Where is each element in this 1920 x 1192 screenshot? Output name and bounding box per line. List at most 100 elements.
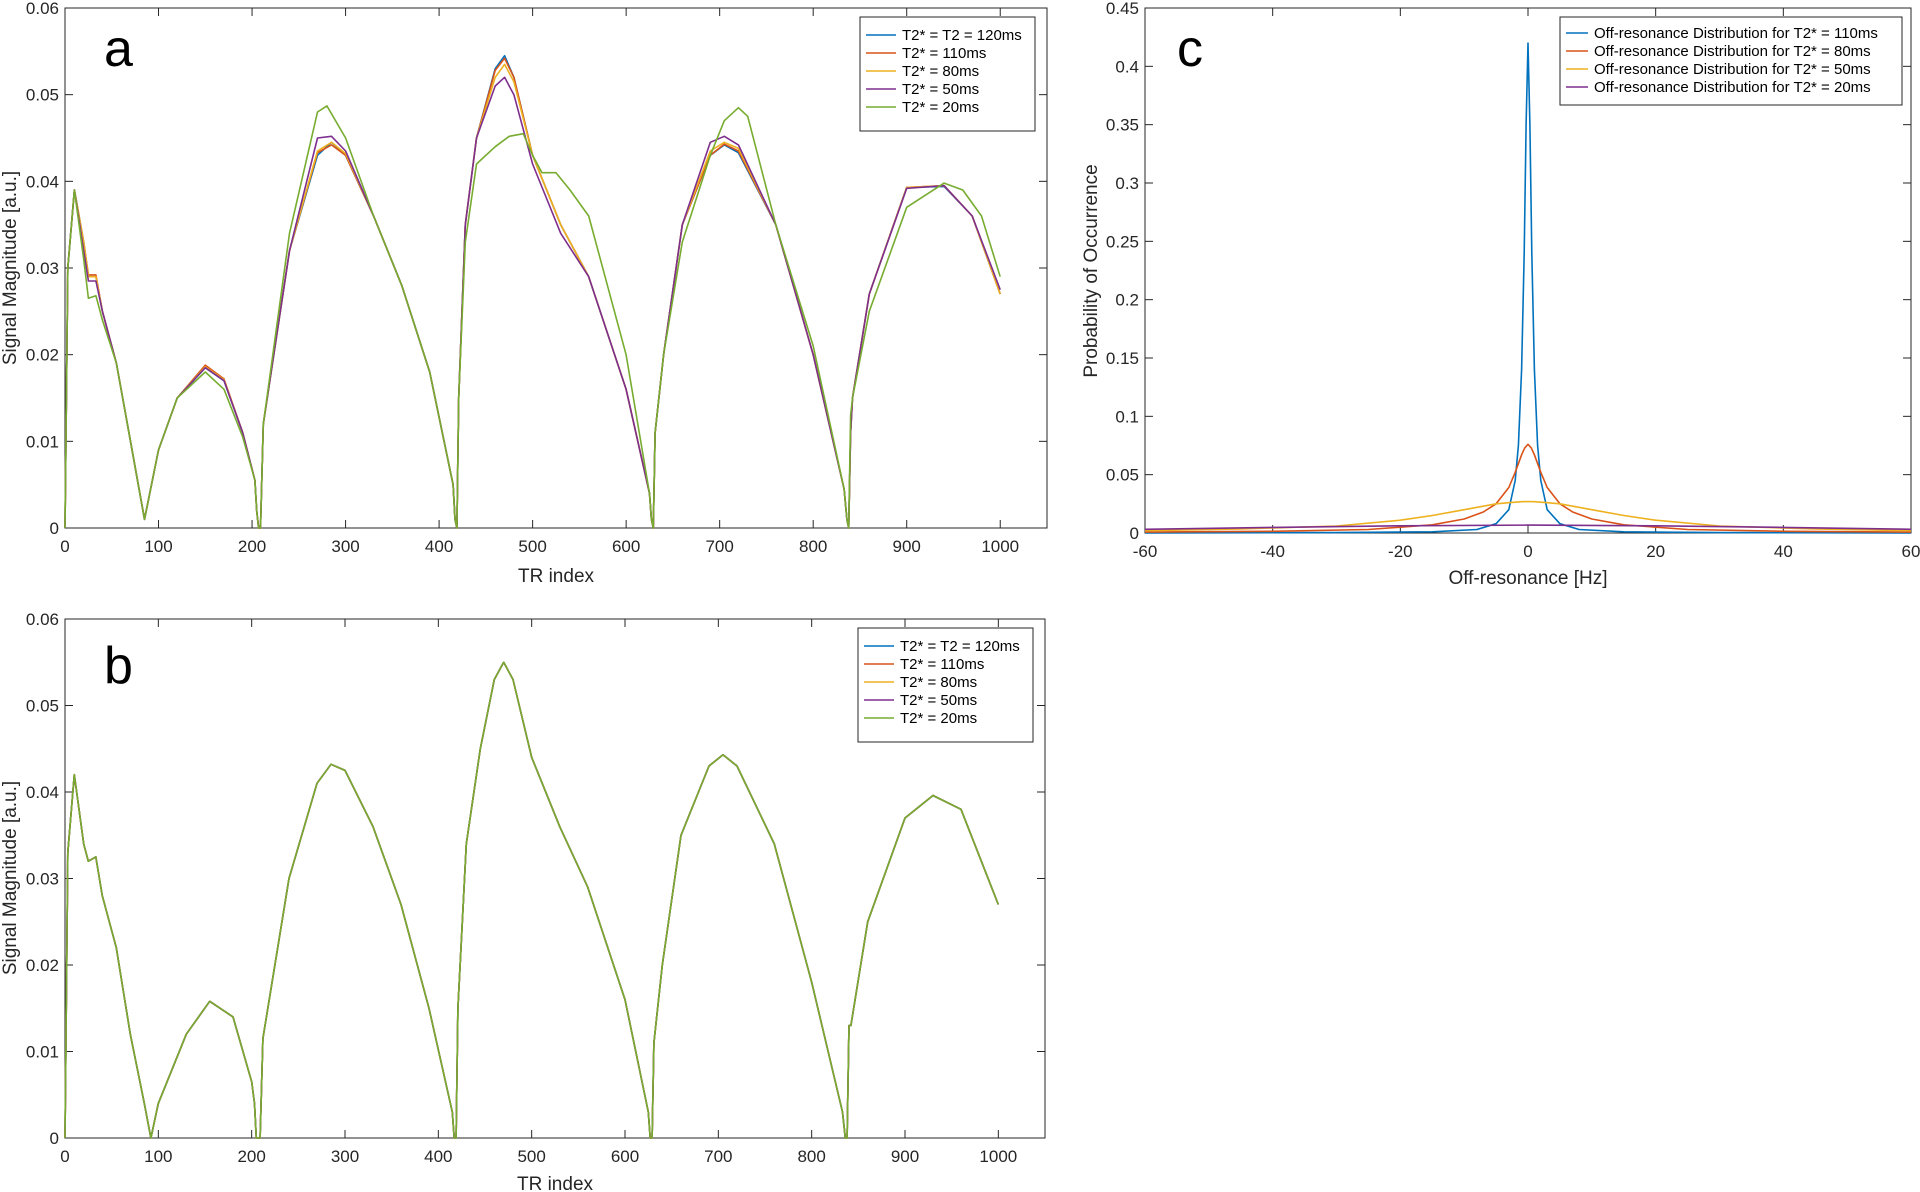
x-tick-label: 500 [517, 1147, 545, 1166]
x-tick-label: 700 [704, 1147, 732, 1166]
legend-label: Off-resonance Distribution for T2* = 50m… [1594, 61, 1871, 78]
series-line-3 [1144, 500, 1912, 532]
panel-b-xlabel: TR index [517, 1174, 594, 1192]
y-tick-label: 0.01 [26, 432, 59, 451]
panel-c-series [1144, 42, 1912, 534]
y-tick-label: 0.05 [26, 86, 59, 105]
panel-c-ylabel: Probability of Occurrence [1081, 164, 1102, 377]
legend-label: T2* = 80ms [902, 63, 979, 80]
y-tick-label: 0.1 [1115, 407, 1139, 426]
y-tick-label: 0.35 [1106, 116, 1139, 135]
legend-label: T2* = T2 = 120ms [900, 638, 1020, 655]
x-tick-label: 0 [60, 1147, 69, 1166]
x-tick-label: 800 [797, 1147, 825, 1166]
x-tick-label: 100 [144, 1147, 172, 1166]
legend-label: Off-resonance Distribution for T2* = 110… [1594, 25, 1878, 42]
legend-label: T2* = 110ms [902, 45, 986, 62]
y-tick-label: 0.15 [1106, 349, 1139, 368]
y-tick-label: 0.06 [26, 610, 59, 629]
x-tick-label: 1000 [979, 1147, 1017, 1166]
x-tick-label: 500 [518, 537, 546, 556]
x-tick-label: 20 [1646, 542, 1665, 561]
y-tick-label: 0.03 [26, 870, 59, 889]
panel-b-ylabel: Signal Magnitude [a.u.] [0, 781, 21, 975]
x-tick-label: 600 [611, 1147, 639, 1166]
legend-label: Off-resonance Distribution for T2* = 80m… [1594, 43, 1871, 60]
panel-b-letter: b [104, 637, 133, 695]
legend-label: Off-resonance Distribution for T2* = 20m… [1594, 79, 1871, 96]
legend-label: T2* = 80ms [900, 674, 977, 691]
x-tick-label: 200 [237, 1147, 265, 1166]
series-line-2 [1144, 443, 1912, 533]
y-tick-label: 0.03 [26, 259, 59, 278]
panel-c-xlabel: Off-resonance [Hz] [1448, 568, 1607, 589]
panel-b-series [64, 661, 1000, 1139]
y-tick-label: 0.02 [26, 956, 59, 975]
legend-label: T2* = 110ms [900, 656, 984, 673]
y-tick-label: 0.04 [26, 172, 59, 191]
x-tick-label: 0 [60, 537, 69, 556]
x-tick-label: 300 [331, 537, 359, 556]
y-tick-label: 0.4 [1115, 57, 1139, 76]
panel-c-ticks: -60 -40 -20 0 20 40 60 0 0.05 0.1 0.15 0.2 0.25 0.3 0.… [1106, 0, 1920, 561]
panel-c-legend: Off-resonance Distribution for T2* = 110… [1559, 16, 1903, 106]
panel-a-letter: a [104, 20, 133, 78]
legend-label: T2* = 50ms [902, 81, 979, 98]
y-tick-label: 0.2 [1115, 291, 1139, 310]
x-tick-label: 60 [1902, 542, 1920, 561]
panel-a: 0 100 200 300 400 500 600 700 800 900 1000 0 0.01 0.0… [0, 0, 1048, 587]
y-tick-label: 0.04 [26, 783, 59, 802]
panel-c-letter: c [1177, 20, 1203, 78]
x-tick-label: 200 [238, 537, 266, 556]
y-tick-label: 0.01 [26, 1043, 59, 1062]
x-tick-label: 700 [705, 537, 733, 556]
x-tick-label: 0 [1523, 542, 1532, 561]
panel-a-ticks: 0 100 200 300 400 500 600 700 800 900 1000 0 0.01 0.0… [26, 0, 1047, 556]
y-tick-label: 0 [50, 519, 59, 538]
x-tick-label: 900 [893, 537, 921, 556]
x-tick-label: 100 [144, 537, 172, 556]
panel-b-legend-box [857, 627, 1034, 743]
x-tick-label: 40 [1774, 542, 1793, 561]
series-line-5 [64, 661, 1000, 1139]
panel-c-legend-box [1559, 16, 1903, 106]
panel-a-legend-box [859, 16, 1036, 132]
legend-label: T2* = 50ms [900, 692, 977, 709]
series-line-4 [1144, 524, 1912, 531]
x-tick-label: -20 [1388, 542, 1413, 561]
legend-label: T2* = 20ms [900, 710, 977, 727]
y-tick-label: 0 [50, 1129, 59, 1148]
y-tick-label: 0.02 [26, 346, 59, 365]
y-tick-label: 0 [1130, 524, 1139, 543]
series-line-5 [64, 105, 1001, 529]
x-tick-label: 800 [799, 537, 827, 556]
x-tick-label: -60 [1133, 542, 1158, 561]
panel-c-legend-items: Off-resonance Distribution for T2* = 110… [1566, 25, 1878, 96]
x-tick-label: 400 [425, 537, 453, 556]
y-tick-label: 0.45 [1106, 0, 1139, 18]
panel-a-xlabel: TR index [518, 566, 595, 587]
x-tick-label: 300 [331, 1147, 359, 1166]
x-tick-label: 600 [612, 537, 640, 556]
panel-c: -60 -40 -20 0 20 40 60 0 0.05 0.1 0.15 0.2 0.25 0.3 0.… [1081, 0, 1920, 589]
x-tick-label: 1000 [981, 537, 1019, 556]
y-tick-label: 0.05 [26, 697, 59, 716]
panel-a-series [64, 54, 1001, 529]
panel-b: 0 100 200 300 400 500 600 700 800 900 1000 0 0.01 0.0… [0, 610, 1046, 1192]
panel-b-ticks: 0 100 200 300 400 500 600 700 800 900 1000 0 0.01 0.0… [26, 610, 1045, 1166]
legend-label: T2* = T2 = 120ms [902, 27, 1022, 44]
x-tick-label: 900 [891, 1147, 919, 1166]
x-tick-label: 400 [424, 1147, 452, 1166]
y-tick-label: 0.05 [1106, 466, 1139, 485]
x-tick-label: -40 [1260, 542, 1285, 561]
y-tick-label: 0.25 [1106, 232, 1139, 251]
legend-label: T2* = 20ms [902, 99, 979, 116]
y-tick-label: 0.3 [1115, 174, 1139, 193]
y-tick-label: 0.06 [26, 0, 59, 18]
panel-a-ylabel: Signal Magnitude [a.u.] [0, 171, 21, 365]
